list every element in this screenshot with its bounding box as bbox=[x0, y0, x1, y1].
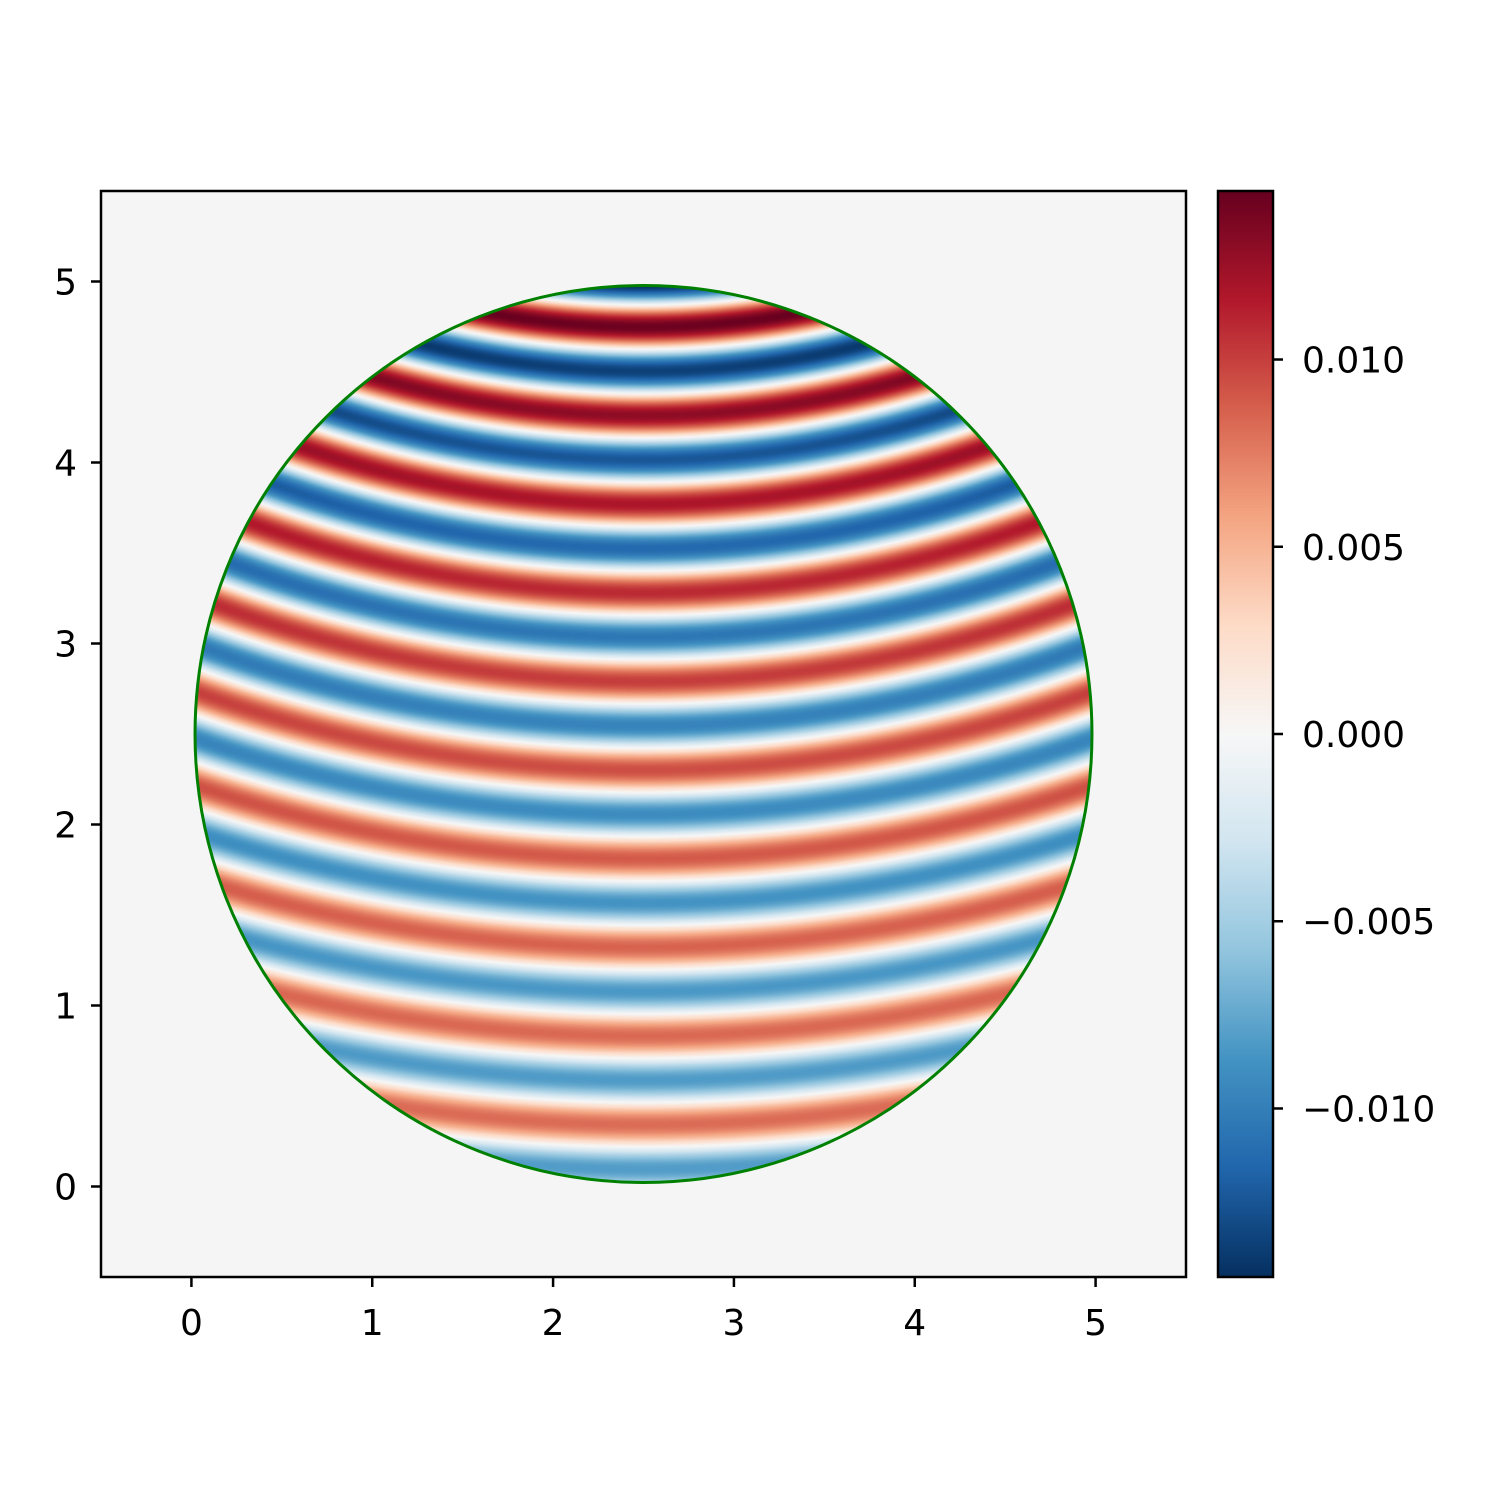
colorbar-gradient bbox=[1218, 191, 1273, 1277]
y-tick-label: 1 bbox=[54, 987, 77, 1028]
x-tick-label: 1 bbox=[361, 1303, 384, 1344]
x-tick-label: 3 bbox=[722, 1303, 745, 1344]
y-tick-label: 0 bbox=[54, 1168, 77, 1209]
x-tick-label: 2 bbox=[542, 1303, 565, 1344]
colorbar-tick-label: 0.010 bbox=[1302, 341, 1405, 382]
wave-field-image bbox=[195, 285, 1092, 1183]
x-axis: 0 1 2 3 4 5 bbox=[180, 1277, 1107, 1344]
axes-frame bbox=[99, 189, 1188, 1279]
y-tick-label: 3 bbox=[54, 625, 77, 666]
colorbar-tick-label: 0.005 bbox=[1302, 528, 1405, 569]
colorbar-tick-label: −0.010 bbox=[1302, 1089, 1435, 1130]
y-tick-label: 2 bbox=[54, 806, 77, 847]
x-tick-label: 5 bbox=[1084, 1303, 1107, 1344]
x-tick-label: 0 bbox=[180, 1303, 203, 1344]
colorbar-axis: −0.010 −0.005 0.000 0.005 0.010 bbox=[1273, 341, 1435, 1130]
x-tick-label: 4 bbox=[903, 1303, 926, 1344]
disk-outline bbox=[193, 284, 1094, 1184]
y-tick-label: 4 bbox=[54, 444, 77, 485]
colorbar-tick-label: 0.000 bbox=[1302, 715, 1405, 756]
y-axis: 0 1 2 3 4 5 bbox=[54, 263, 101, 1209]
y-tick-label: 5 bbox=[54, 263, 77, 304]
colorbar-tick-label: −0.005 bbox=[1302, 902, 1435, 943]
